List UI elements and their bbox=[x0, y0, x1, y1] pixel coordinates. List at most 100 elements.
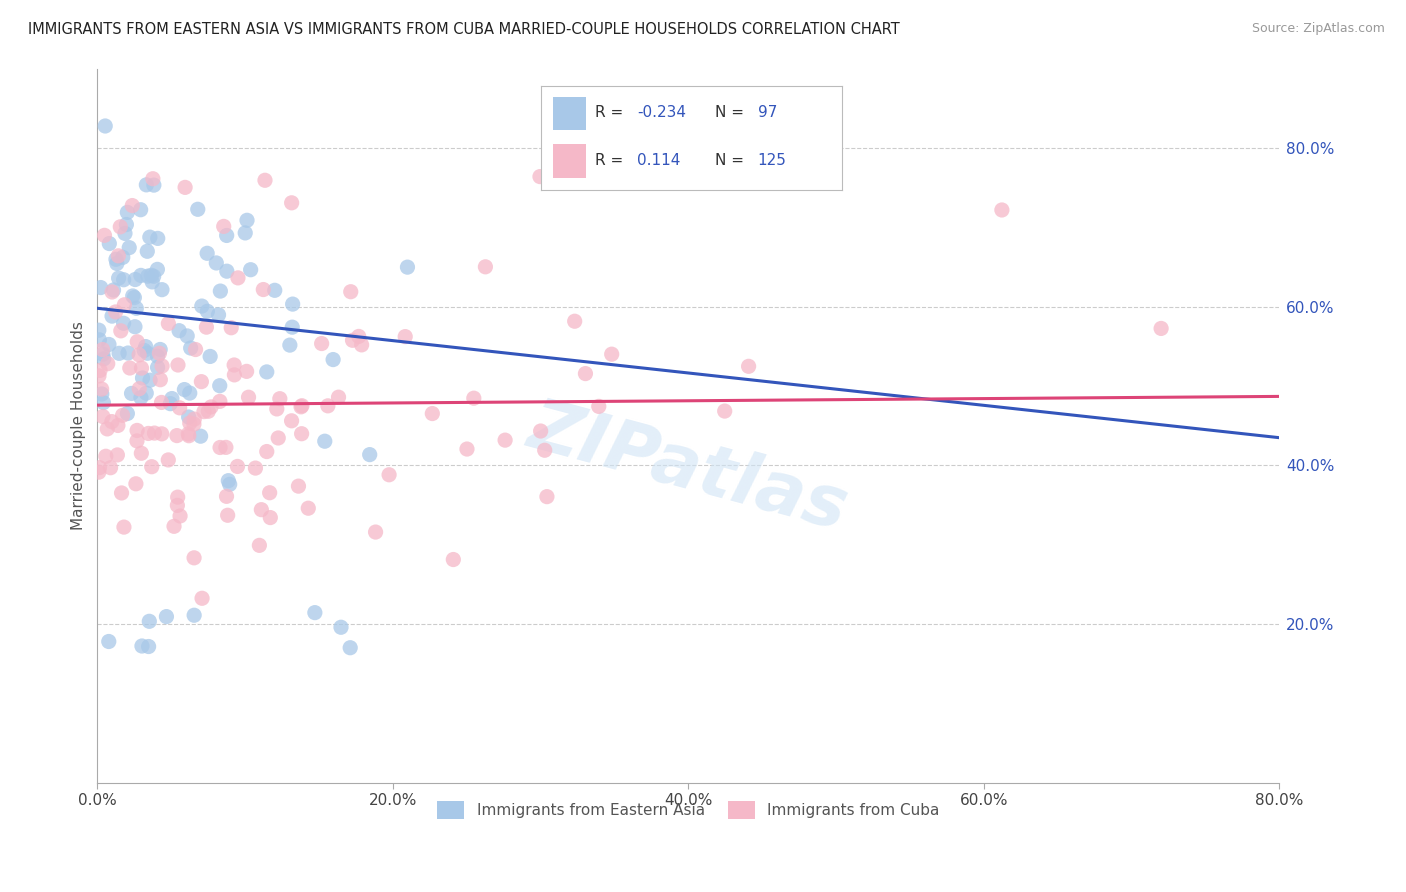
Point bbox=[177, 427, 200, 442]
Point bbox=[564, 314, 586, 328]
Point bbox=[160, 392, 183, 406]
Point bbox=[280, 195, 302, 210]
Point bbox=[207, 308, 229, 322]
Point bbox=[1150, 321, 1173, 335]
Point bbox=[117, 407, 139, 421]
Point bbox=[150, 283, 173, 297]
Point bbox=[190, 375, 212, 389]
Point bbox=[291, 426, 314, 441]
Point bbox=[107, 271, 129, 285]
Point bbox=[142, 178, 165, 193]
Text: ZIPatlas: ZIPatlas bbox=[522, 393, 855, 544]
Point bbox=[149, 343, 172, 357]
Point bbox=[121, 386, 143, 401]
Point bbox=[215, 264, 238, 278]
Point bbox=[115, 218, 138, 232]
Point bbox=[90, 280, 112, 294]
Point bbox=[193, 404, 215, 418]
Point bbox=[328, 390, 350, 404]
Point bbox=[224, 358, 246, 372]
Point bbox=[191, 591, 214, 606]
Point bbox=[141, 459, 163, 474]
Point bbox=[89, 363, 111, 377]
Point bbox=[128, 348, 150, 362]
Point bbox=[143, 426, 166, 441]
Point bbox=[574, 367, 596, 381]
Point bbox=[233, 226, 256, 240]
Point bbox=[253, 173, 276, 187]
Point bbox=[183, 608, 205, 623]
Point bbox=[110, 219, 132, 234]
Point bbox=[104, 252, 127, 267]
Point bbox=[117, 346, 139, 360]
Point bbox=[138, 640, 160, 654]
Point bbox=[94, 450, 117, 464]
Legend: Immigrants from Eastern Asia, Immigrants from Cuba: Immigrants from Eastern Asia, Immigrants… bbox=[430, 795, 946, 825]
Point bbox=[339, 285, 361, 299]
Point bbox=[146, 360, 169, 375]
Point bbox=[350, 338, 373, 352]
Point bbox=[322, 352, 344, 367]
Point bbox=[226, 271, 249, 285]
Point bbox=[127, 334, 149, 349]
Point bbox=[177, 409, 200, 424]
Point bbox=[267, 431, 290, 445]
Y-axis label: Married-couple Households: Married-couple Households bbox=[72, 321, 86, 530]
Point bbox=[107, 249, 129, 263]
Point bbox=[148, 346, 170, 360]
Point bbox=[94, 119, 117, 133]
Point bbox=[494, 433, 516, 447]
Point bbox=[291, 399, 314, 413]
Point bbox=[125, 434, 148, 448]
Point bbox=[141, 275, 163, 289]
Point bbox=[118, 361, 141, 376]
Point bbox=[463, 391, 485, 405]
Point bbox=[125, 301, 148, 316]
Point bbox=[713, 404, 735, 418]
Point bbox=[226, 459, 249, 474]
Point bbox=[134, 343, 156, 358]
Point bbox=[112, 273, 135, 287]
Point bbox=[101, 285, 124, 299]
Point bbox=[183, 417, 205, 431]
Point bbox=[176, 329, 198, 343]
Point bbox=[125, 476, 148, 491]
Point bbox=[208, 378, 231, 392]
Point bbox=[378, 467, 401, 482]
Point bbox=[131, 639, 153, 653]
Point bbox=[110, 486, 132, 500]
Point bbox=[138, 615, 160, 629]
Point bbox=[195, 320, 218, 334]
Point bbox=[91, 409, 114, 424]
Point bbox=[98, 236, 121, 251]
Point bbox=[224, 368, 246, 382]
Point bbox=[150, 395, 173, 409]
Point bbox=[187, 202, 209, 217]
Point bbox=[215, 228, 238, 243]
Point bbox=[198, 350, 221, 364]
Point bbox=[146, 231, 169, 245]
Point bbox=[287, 479, 309, 493]
Point bbox=[266, 401, 288, 416]
Point bbox=[114, 227, 136, 241]
Point bbox=[280, 414, 302, 428]
Point bbox=[184, 343, 207, 357]
Point bbox=[136, 426, 159, 441]
Point bbox=[149, 373, 172, 387]
Point bbox=[235, 364, 257, 378]
Point bbox=[166, 428, 188, 442]
Point bbox=[191, 299, 214, 313]
Point bbox=[117, 205, 139, 219]
Point bbox=[118, 241, 141, 255]
Point bbox=[263, 283, 285, 297]
Point bbox=[190, 429, 212, 443]
Point bbox=[359, 448, 381, 462]
Point bbox=[311, 336, 333, 351]
Text: Source: ZipAtlas.com: Source: ZipAtlas.com bbox=[1251, 22, 1385, 36]
Point bbox=[150, 359, 173, 373]
Point bbox=[89, 333, 111, 347]
Point bbox=[93, 228, 115, 243]
Point bbox=[135, 386, 157, 401]
Point bbox=[159, 397, 181, 411]
Point bbox=[96, 422, 118, 436]
